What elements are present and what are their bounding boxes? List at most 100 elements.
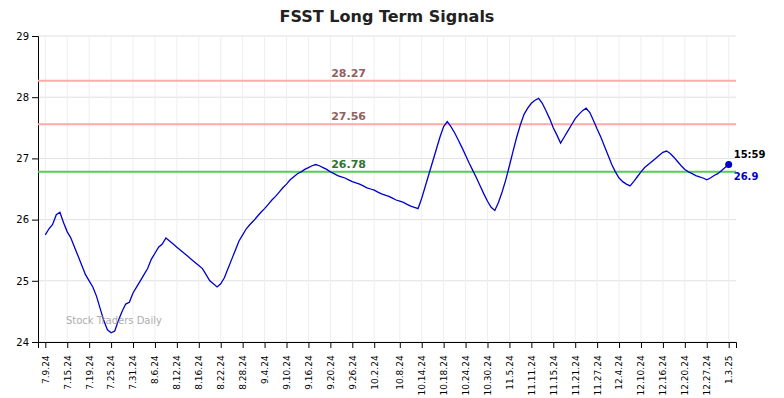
tick-label: 11.27.24 [593, 355, 603, 395]
tick-mark [729, 342, 730, 348]
tick-label: 9.26.24 [348, 355, 358, 390]
tick-mark [352, 342, 353, 348]
tick-mark [685, 342, 686, 348]
tick-label: 7.25.24 [106, 355, 116, 390]
tick: 11.5.24 [505, 342, 515, 390]
grid-line [575, 36, 576, 342]
tick: 12.16.24 [658, 342, 668, 395]
grid-line [308, 36, 309, 342]
tick-label: 11.11.24 [527, 355, 537, 395]
last-point [725, 161, 732, 168]
tick-label: 10.30.24 [483, 355, 493, 395]
tick-label: 8.22.24 [216, 355, 226, 390]
tick: 10.14.24 [417, 342, 427, 395]
grid-line [662, 36, 663, 342]
grid-line [38, 280, 736, 281]
tick-label: 12.4.24 [614, 355, 624, 390]
grid-line [220, 36, 221, 342]
tick: 11.15.24 [549, 342, 559, 395]
tick-mark [45, 342, 46, 348]
tick-label: 1.3.25 [724, 355, 734, 384]
y-axis: 24 25 26 27 28 29 [16, 31, 38, 348]
tick-mark [199, 342, 200, 348]
grid-line [531, 36, 532, 342]
grid-line [352, 36, 353, 342]
tick: 28 [16, 92, 38, 103]
tick-label: 9.20.24 [326, 355, 336, 390]
grid-line [553, 36, 554, 342]
tick-mark [663, 342, 664, 348]
tick: 29 [16, 31, 38, 42]
signal-label: 28.27 [331, 67, 366, 80]
tick: 8.28.24 [238, 342, 248, 390]
tick-mark [575, 342, 576, 348]
last-time: 15:59 [734, 149, 766, 160]
grid-line [38, 97, 736, 98]
tick-mark [308, 342, 309, 348]
tick-mark [466, 342, 467, 348]
grid-line [684, 36, 685, 342]
tick-mark [32, 220, 38, 221]
tick-label: 25 [16, 276, 29, 287]
grid-line [399, 36, 400, 342]
grid-line [509, 36, 510, 342]
tick-label: 7.31.24 [128, 355, 138, 390]
tick-mark [707, 342, 708, 348]
tick: 8.12.24 [172, 342, 182, 390]
tick: 8.6.24 [150, 342, 160, 384]
tick-label: 10.2.24 [370, 355, 380, 390]
tick-label: 24 [16, 337, 29, 348]
tick: 12.20.24 [680, 342, 690, 395]
grid-line [487, 36, 488, 342]
grid-line [154, 36, 155, 342]
tick: 11.27.24 [593, 342, 603, 395]
grid-line [374, 36, 375, 342]
grid-line [443, 36, 444, 342]
signal-line [38, 171, 736, 173]
tick: 26 [16, 214, 38, 225]
tick: 11.11.24 [527, 342, 537, 395]
tick-label: 7.19.24 [85, 355, 95, 390]
tick-mark [32, 281, 38, 282]
tick-mark [67, 342, 68, 348]
grid-line [111, 36, 112, 342]
tick-label: 10.14.24 [417, 355, 427, 395]
signal-label: 26.78 [331, 158, 366, 171]
tick: 10.18.24 [439, 342, 449, 395]
tick: 8.22.24 [216, 342, 226, 390]
grid-line [264, 36, 265, 342]
tick-label: 7.15.24 [63, 355, 73, 390]
tick-label: 9.4.24 [260, 355, 270, 384]
chart: FSST Long Term Signals2425262728297.9.24… [0, 0, 784, 398]
grid-line [597, 36, 598, 342]
plot: 2425262728297.9.247.15.247.19.247.25.247… [16, 31, 765, 396]
tick: 7.25.24 [106, 342, 116, 390]
tick-label: 12.10.24 [636, 355, 646, 395]
tick-mark [330, 342, 331, 348]
tick: 12.10.24 [636, 342, 646, 395]
tick-mark [155, 342, 156, 348]
title: FSST Long Term Signals [280, 7, 495, 26]
tick: 12.27.24 [702, 342, 712, 395]
tick-label: 9.16.24 [304, 355, 314, 390]
tick: 27 [16, 153, 38, 164]
tick-mark [641, 342, 642, 348]
tick: 8.16.24 [194, 342, 204, 390]
grid-line [706, 36, 707, 342]
tick-mark [597, 342, 598, 348]
grid-line [38, 158, 736, 159]
tick-mark [487, 342, 488, 348]
tick: 10.2.24 [370, 342, 380, 390]
grid-line [198, 36, 199, 342]
signal-line [38, 123, 736, 125]
tick-label: 12.20.24 [680, 355, 690, 395]
grid-line [133, 36, 134, 342]
tick-mark [177, 342, 178, 348]
tick-mark [265, 342, 266, 348]
marks [38, 81, 736, 333]
grid-line [619, 36, 620, 342]
tick-mark [32, 36, 38, 37]
tick-mark [422, 342, 423, 348]
tick-label: 8.12.24 [172, 355, 182, 390]
grid-line [38, 219, 736, 220]
